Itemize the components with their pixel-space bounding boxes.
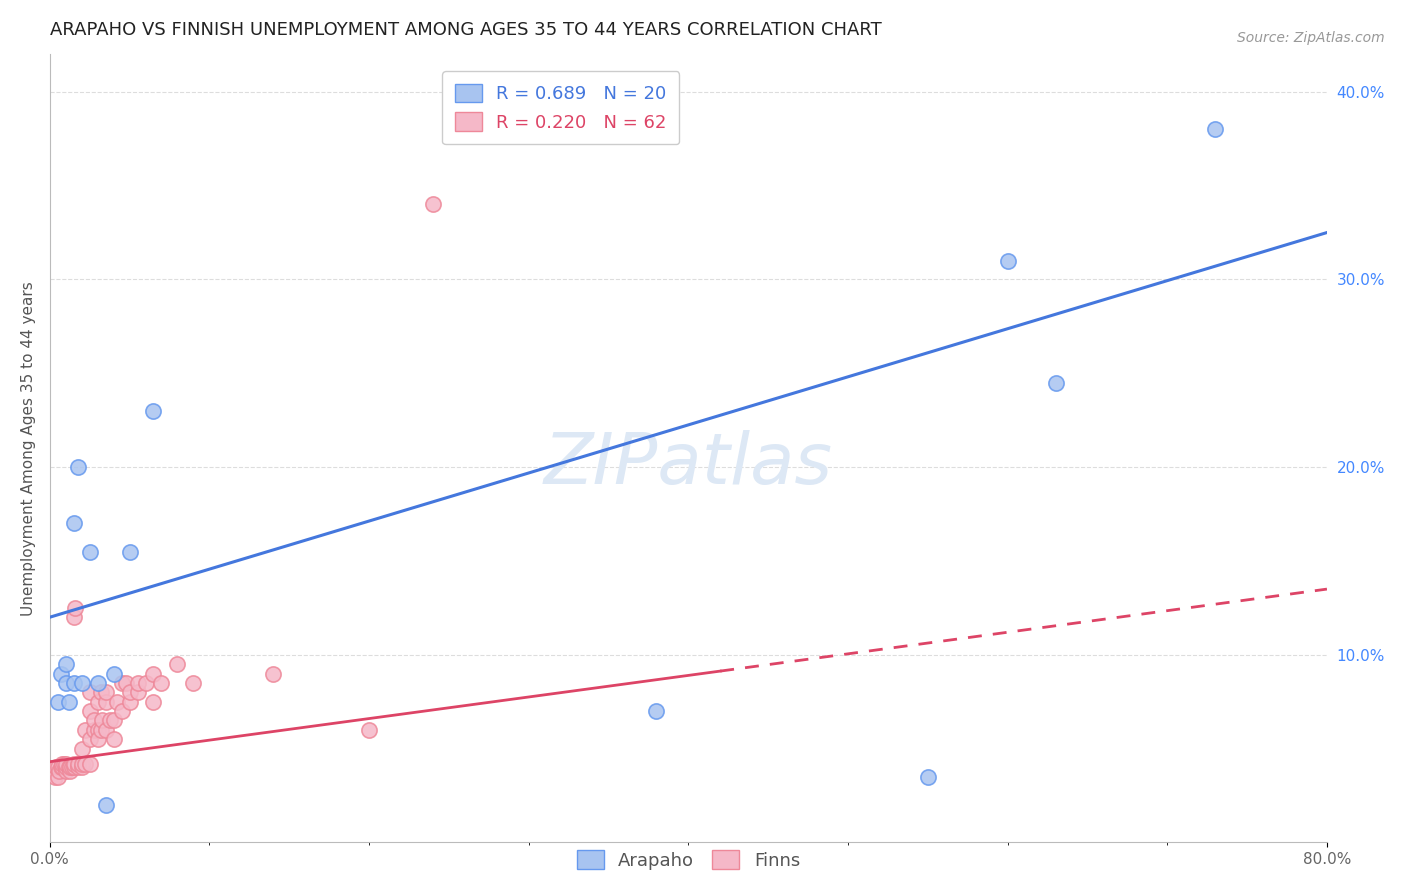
Point: [142, 666, 165, 681]
Point: [70, 676, 93, 690]
Point: [67, 756, 90, 771]
Point: [58, 695, 80, 709]
Point: [79, 732, 101, 747]
Legend: Arapaho, Finns: Arapaho, Finns: [569, 843, 807, 877]
Point: [51, 760, 73, 774]
Point: [90, 685, 112, 699]
Point: [79, 704, 101, 718]
Point: [79, 685, 101, 699]
Point: [70, 760, 93, 774]
Point: [49, 666, 72, 681]
Point: [917, 770, 939, 784]
Text: Source: ZipAtlas.com: Source: ZipAtlas.com: [1237, 31, 1385, 45]
Point: [62, 760, 84, 774]
Point: [49, 760, 72, 774]
Point: [90, 723, 112, 737]
Point: [118, 695, 141, 709]
Point: [55, 764, 77, 778]
Point: [70, 741, 93, 756]
Point: [86, 676, 108, 690]
Point: [997, 253, 1019, 268]
Point: [73, 756, 96, 771]
Point: [105, 695, 128, 709]
Point: [53, 756, 76, 771]
Point: [94, 723, 117, 737]
Point: [110, 704, 132, 718]
Point: [67, 760, 90, 774]
Point: [67, 460, 90, 475]
Point: [142, 404, 165, 418]
Point: [103, 666, 125, 681]
Point: [59, 764, 82, 778]
Point: [62, 610, 84, 624]
Y-axis label: Unemployment Among Ages 35 to 44 years: Unemployment Among Ages 35 to 44 years: [21, 281, 35, 615]
Point: [142, 695, 165, 709]
Point: [55, 756, 77, 771]
Point: [65, 600, 87, 615]
Point: [103, 732, 125, 747]
Point: [166, 657, 188, 672]
Point: [83, 723, 105, 737]
Point: [46, 760, 69, 774]
Point: [48, 764, 70, 778]
Point: [183, 676, 205, 690]
Point: [62, 756, 84, 771]
Text: ZIPatlas: ZIPatlas: [544, 430, 832, 499]
Point: [86, 695, 108, 709]
Point: [1204, 122, 1226, 136]
Point: [115, 676, 138, 690]
Point: [55, 657, 77, 672]
Point: [94, 685, 117, 699]
Point: [103, 714, 125, 728]
Point: [60, 760, 83, 774]
Point: [86, 732, 108, 747]
Point: [127, 676, 149, 690]
Point: [45, 760, 67, 774]
Point: [110, 676, 132, 690]
Point: [58, 760, 80, 774]
Point: [645, 704, 668, 718]
Point: [262, 666, 284, 681]
Point: [55, 760, 77, 774]
Point: [127, 685, 149, 699]
Point: [357, 723, 380, 737]
Point: [1045, 376, 1067, 390]
Point: [100, 714, 122, 728]
Point: [134, 676, 156, 690]
Point: [94, 797, 117, 812]
Point: [70, 756, 93, 771]
Point: [86, 723, 108, 737]
Point: [118, 544, 141, 558]
Point: [62, 516, 84, 531]
Text: ARAPAHO VS FINNISH UNEMPLOYMENT AMONG AGES 35 TO 44 YEARS CORRELATION CHART: ARAPAHO VS FINNISH UNEMPLOYMENT AMONG AG…: [49, 21, 882, 39]
Point: [44, 770, 66, 784]
Point: [94, 695, 117, 709]
Point: [51, 756, 73, 771]
Point: [59, 760, 82, 774]
Point: [73, 723, 96, 737]
Point: [118, 685, 141, 699]
Point: [46, 695, 69, 709]
Point: [46, 770, 69, 784]
Point: [150, 676, 173, 690]
Point: [91, 714, 114, 728]
Point: [422, 197, 444, 211]
Point: [55, 676, 77, 690]
Point: [79, 756, 101, 771]
Point: [62, 676, 84, 690]
Point: [79, 544, 101, 558]
Point: [83, 714, 105, 728]
